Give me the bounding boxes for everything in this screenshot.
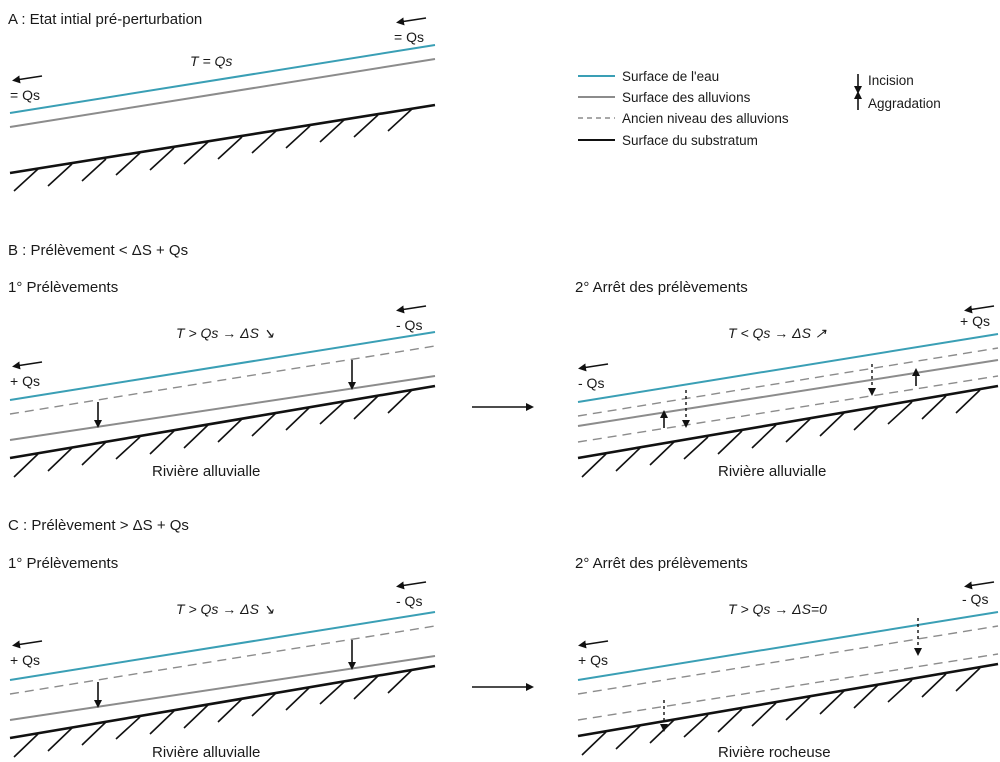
bedrock-surface xyxy=(577,384,999,478)
panel-b-step2-diagram: T < Qs → ΔS ↗ + Qs - Qs Rivière alluvial… xyxy=(577,305,999,480)
alluvium-surface-line xyxy=(577,359,999,427)
panel-c-step1-title: 1° Prélèvements xyxy=(8,555,118,572)
panel-b-step2-title: 2° Arrêt des prélèvements xyxy=(575,279,748,296)
panel-b-step1-diagram: T > Qs → ΔS ↘ - Qs + Qs Rivière alluvial… xyxy=(9,305,436,480)
qs-label: = Qs xyxy=(394,29,424,45)
qs-arrow-icon xyxy=(12,361,43,370)
bedrock-surface xyxy=(9,103,436,192)
water-surface-line xyxy=(9,611,436,681)
qs-left-label: + Qs xyxy=(10,373,40,389)
legend-water-label: Surface de l'eau xyxy=(622,69,719,84)
qs-arrow-icon xyxy=(396,17,427,26)
panel-a-title: A : Etat intial pré-perturbation xyxy=(8,11,202,28)
qs-left-label: + Qs xyxy=(578,652,608,668)
caption: Rivière rocheuse xyxy=(718,744,831,761)
qs-arrow-icon xyxy=(396,581,427,590)
equation: T < Qs → ΔS ↗ xyxy=(728,325,827,341)
panel-b-title: B : Prélèvement < ΔS + Qs xyxy=(8,242,188,259)
old-alluvium-line xyxy=(9,625,436,695)
equation: T > Qs → ΔS ↘ xyxy=(176,601,275,617)
old-alluvium-line-upper xyxy=(577,347,999,417)
equation: T > Qs → ΔS=0 xyxy=(728,601,827,617)
legend-incision-label: Incision xyxy=(868,73,914,88)
qs-arrow-icon xyxy=(12,75,43,84)
water-surface-line xyxy=(9,331,436,401)
legend-aggradation-label: Aggradation xyxy=(868,96,941,111)
caption: Rivière alluvialle xyxy=(152,463,260,480)
alluvium-surface-line xyxy=(9,58,436,128)
alluvium-surface-line xyxy=(9,375,436,441)
old-alluvium-line-upper xyxy=(577,625,999,695)
panel-a-qs-left: = Qs xyxy=(10,75,43,103)
qs-left-label: - Qs xyxy=(578,375,604,391)
water-surface-line xyxy=(577,611,999,681)
qs-right-label: - Qs xyxy=(962,591,988,607)
panel-c-step2-title: 2° Arrêt des prélèvements xyxy=(575,555,748,572)
alluvium-surface-line xyxy=(9,655,436,721)
qs-arrow-icon xyxy=(964,581,995,590)
qs-arrow-icon xyxy=(12,640,43,649)
panel-a-qs-right: = Qs xyxy=(394,17,427,45)
caption: Rivière alluvialle xyxy=(718,463,826,480)
qs-arrow-icon xyxy=(578,640,609,649)
qs-left-label: + Qs xyxy=(10,652,40,668)
qs-right-label: - Qs xyxy=(396,317,422,333)
caption: Rivière alluvialle xyxy=(152,744,260,761)
equation: T > Qs → ΔS ↘ xyxy=(176,325,275,341)
legend-bedrock-label: Surface du substratum xyxy=(622,133,758,148)
panel-c-step2-diagram: T > Qs → ΔS=0 - Qs + Qs Rivière rocheuse xyxy=(577,581,999,761)
panel-a-equation: T = Qs xyxy=(190,53,232,69)
qs-right-label: + Qs xyxy=(960,313,990,329)
panel-c-title: C : Prélèvement > ΔS + Qs xyxy=(8,517,189,534)
old-alluvium-line-lower xyxy=(577,653,999,721)
old-alluvium-line-lower xyxy=(577,375,999,443)
legend: Surface de l'eau Surface des alluvions A… xyxy=(578,69,941,148)
legend-old-alluvium-label: Ancien niveau des alluvions xyxy=(622,111,789,126)
water-surface-line xyxy=(577,333,999,403)
qs-label: = Qs xyxy=(10,87,40,103)
old-alluvium-line xyxy=(9,345,436,415)
qs-arrow-icon xyxy=(578,363,609,372)
panel-c-step1-diagram: T > Qs → ΔS ↘ - Qs + Qs Rivière alluvial… xyxy=(9,581,436,761)
qs-arrow-icon xyxy=(396,305,427,314)
panel-b-step1-title: 1° Prélèvements xyxy=(8,279,118,296)
qs-right-label: - Qs xyxy=(396,593,422,609)
bedrock-surface xyxy=(9,664,436,758)
bedrock-surface xyxy=(577,662,999,756)
bedrock-surface xyxy=(9,384,436,478)
legend-alluvium-label: Surface des alluvions xyxy=(622,90,751,105)
qs-arrow-icon xyxy=(964,305,995,314)
water-surface-line xyxy=(9,44,436,114)
